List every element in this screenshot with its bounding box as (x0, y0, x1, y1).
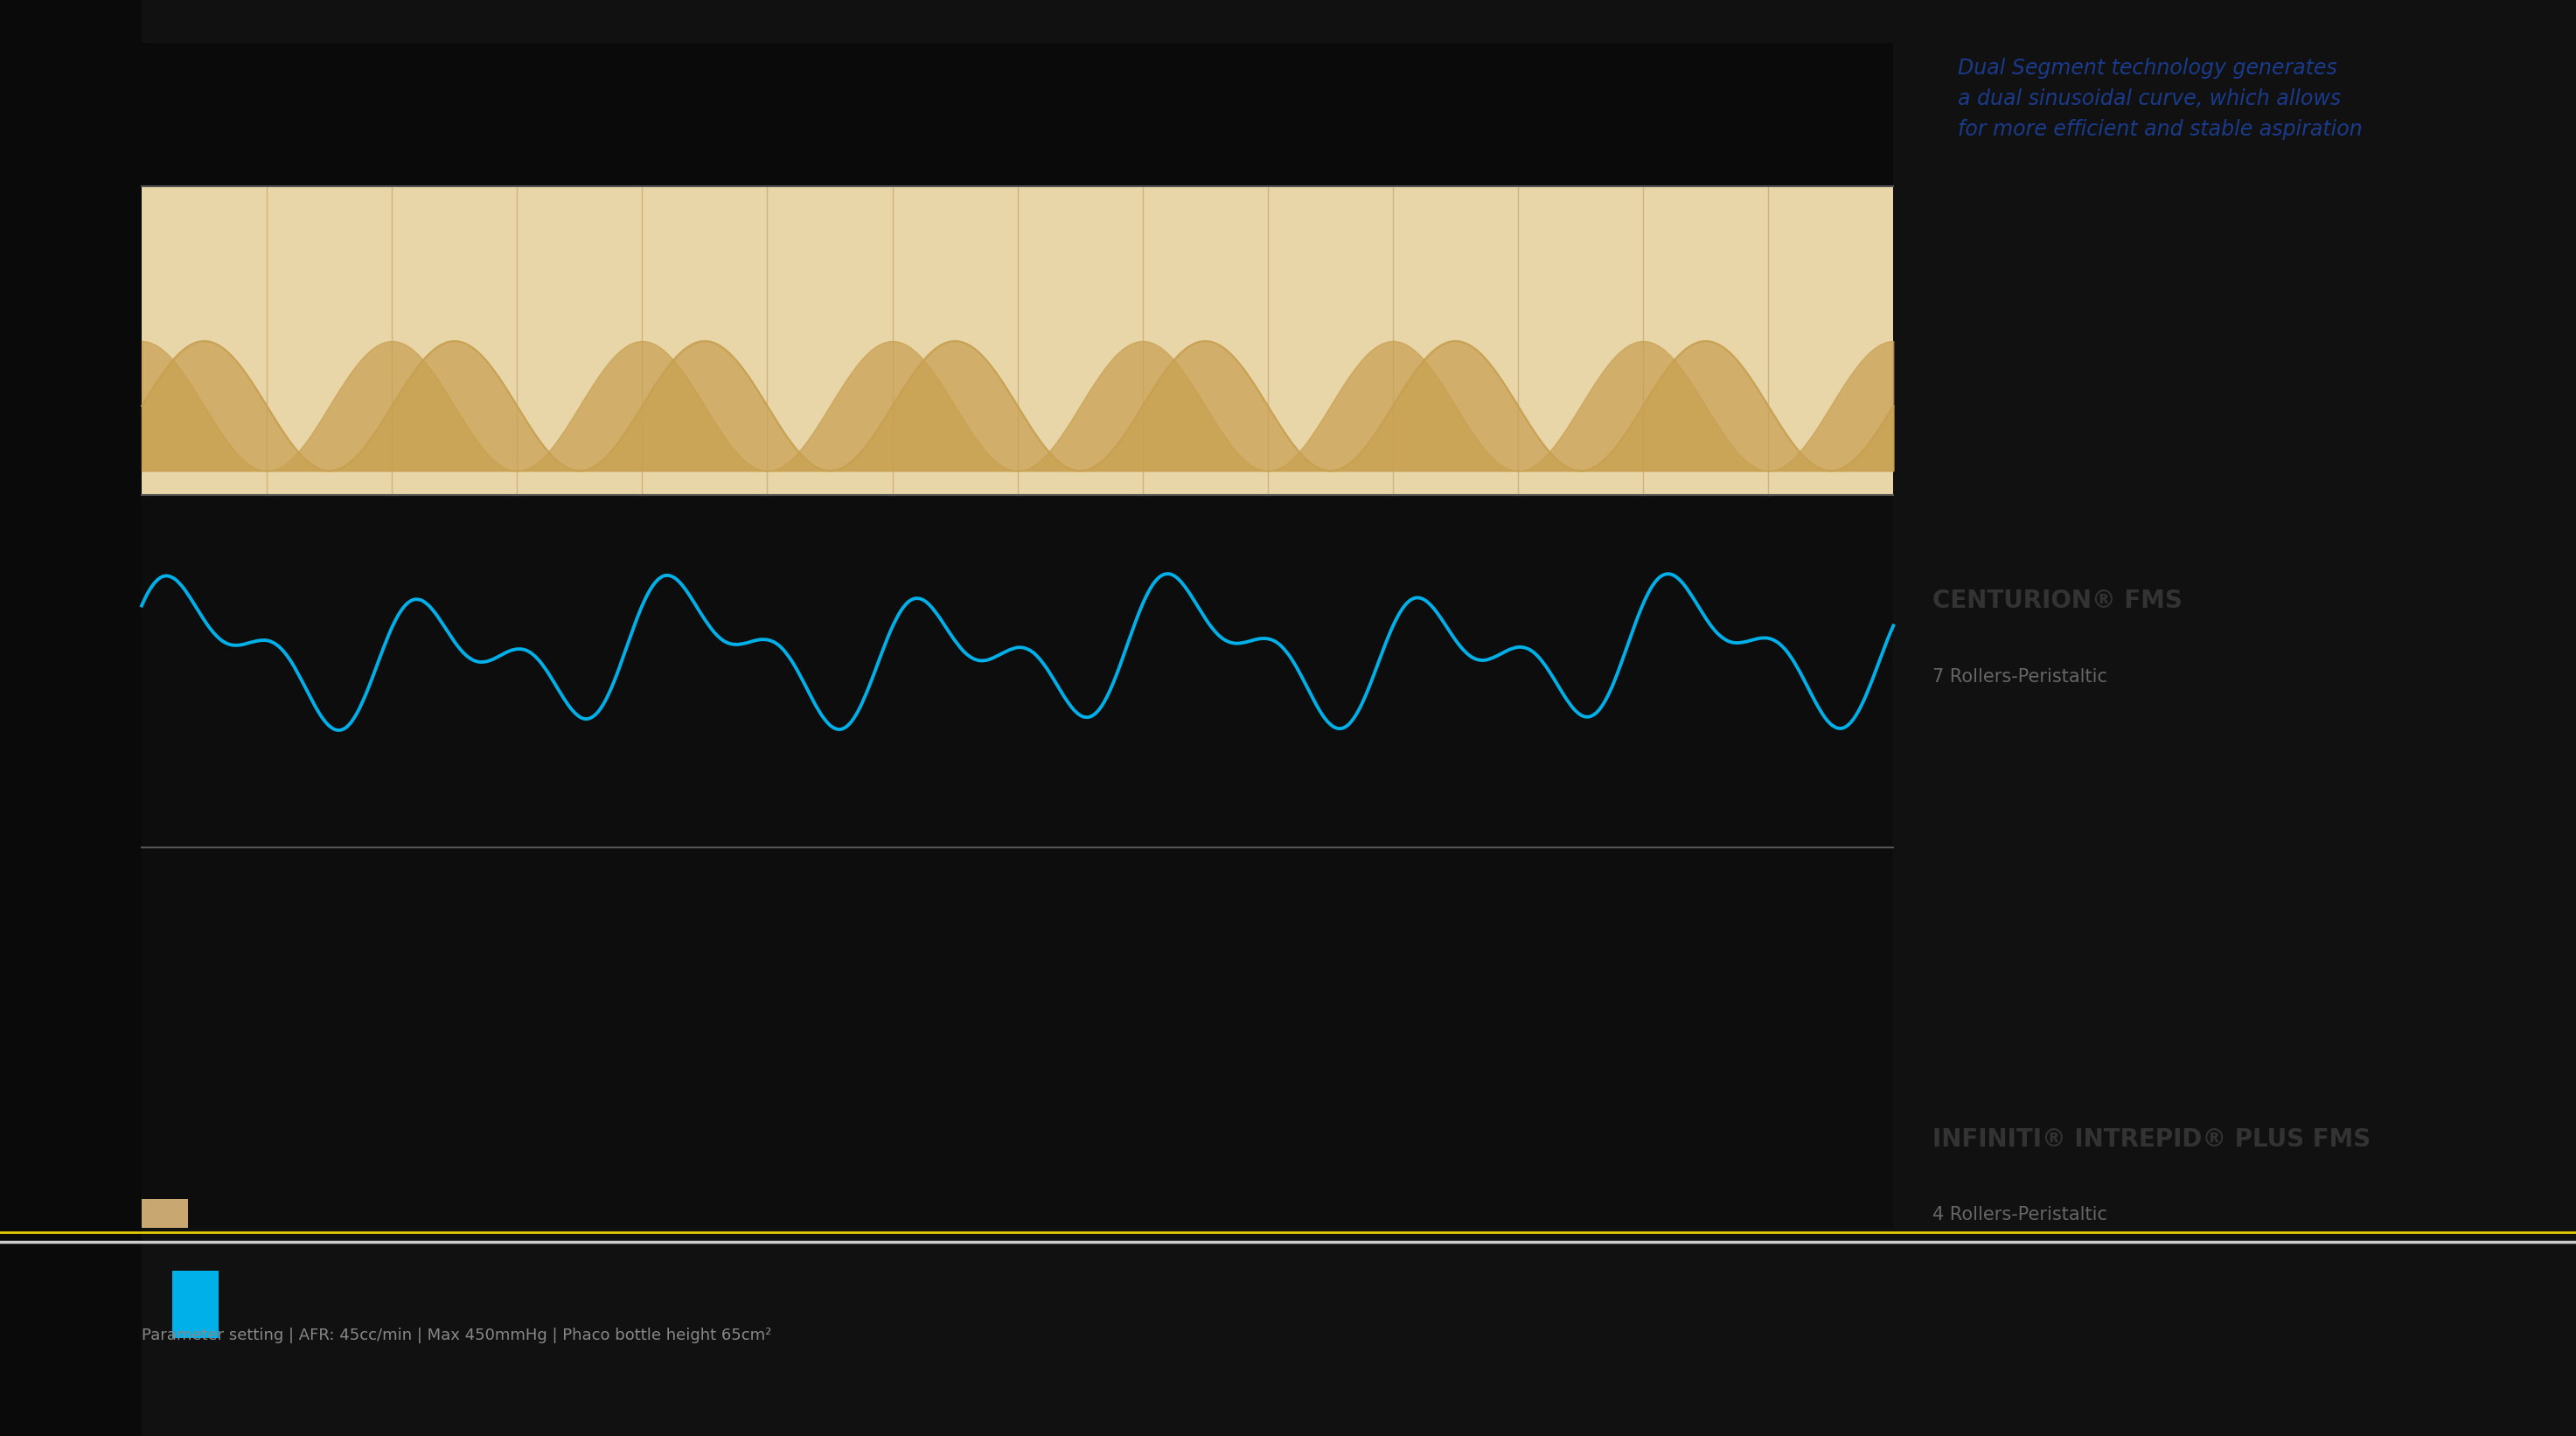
Text: INFINITI® INTREPID® PLUS FMS: INFINITI® INTREPID® PLUS FMS (1932, 1127, 2370, 1152)
Text: CENTURION® FMS: CENTURION® FMS (1932, 589, 2182, 613)
Bar (142, 495, 1893, 847)
Text: 4 Rollers-Peristaltic: 4 Rollers-Peristaltic (1932, 1206, 2107, 1223)
Bar (142, 847, 1893, 1228)
Bar (142, 43, 1893, 187)
Text: 7 Rollers-Peristaltic: 7 Rollers-Peristaltic (1932, 668, 2107, 685)
Text: Parameter setting | AFR: 45cc/min | Max 450mmHg | Phaco bottle height 65cm²: Parameter setting | AFR: 45cc/min | Max … (142, 1328, 773, 1343)
Bar (1893, 0, 2576, 1436)
Bar (142, 1199, 188, 1228)
Bar (142, 187, 1893, 495)
Bar (0, 0, 142, 1436)
Text: Dual Segment technology generates
a dual sinusoidal curve, which allows
for more: Dual Segment technology generates a dual… (1958, 57, 2362, 141)
Bar (173, 1271, 219, 1338)
